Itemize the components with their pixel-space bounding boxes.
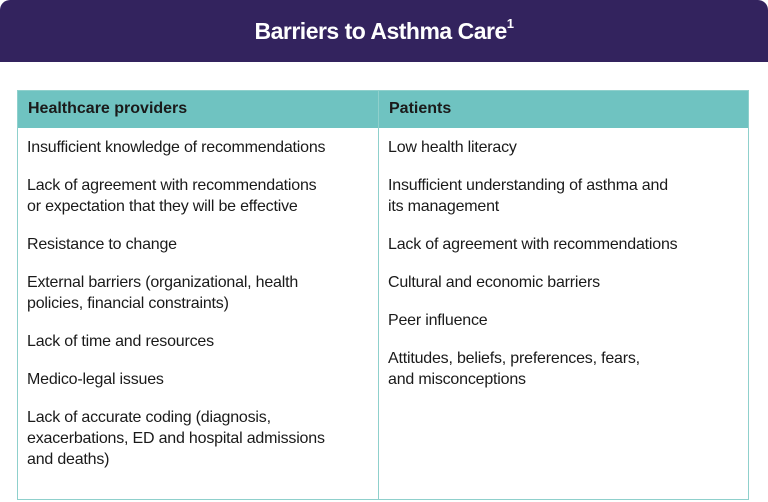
list-item: Lack of agreement with recommendations o… xyxy=(27,176,317,215)
list-item: Attitudes, beliefs, preferences, fears, … xyxy=(388,349,640,388)
list-item: Peer influence xyxy=(388,311,488,329)
list-item: Lack of accurate coding (diagnosis, exac… xyxy=(27,408,325,468)
column-header-providers: Healthcare providers xyxy=(17,90,379,128)
providers-cell: Insufficient knowledge of recommendation… xyxy=(18,128,379,500)
list-item: Insufficient knowledge of recommendation… xyxy=(27,138,326,156)
list-item: Insufficient understanding of asthma and… xyxy=(388,176,668,215)
table-row: Insufficient knowledge of recommendation… xyxy=(18,127,749,500)
page-title: Barriers to Asthma Care1 xyxy=(254,15,514,45)
barriers-table: Healthcare providers Patients Insufficie… xyxy=(17,90,749,500)
list-item: Lack of time and resources xyxy=(27,332,214,350)
list-item: Low health literacy xyxy=(388,138,517,156)
column-header-patients: Patients xyxy=(378,90,749,128)
title-banner: Barriers to Asthma Care1 xyxy=(0,0,768,62)
list-item: Resistance to change xyxy=(27,235,177,253)
title-text: Barriers to Asthma Care xyxy=(254,17,508,44)
footnote-reference: 1 xyxy=(506,15,514,31)
list-item: Lack of agreement with recommendations xyxy=(388,235,678,253)
header-row: Healthcare providers Patients xyxy=(17,90,749,128)
list-item: Cultural and economic barriers xyxy=(388,273,600,291)
list-item: External barriers (organizational, healt… xyxy=(27,273,299,312)
list-item: Medico-legal issues xyxy=(27,370,164,388)
patients-cell: Low health literacy Insufficient understa… xyxy=(378,127,749,499)
